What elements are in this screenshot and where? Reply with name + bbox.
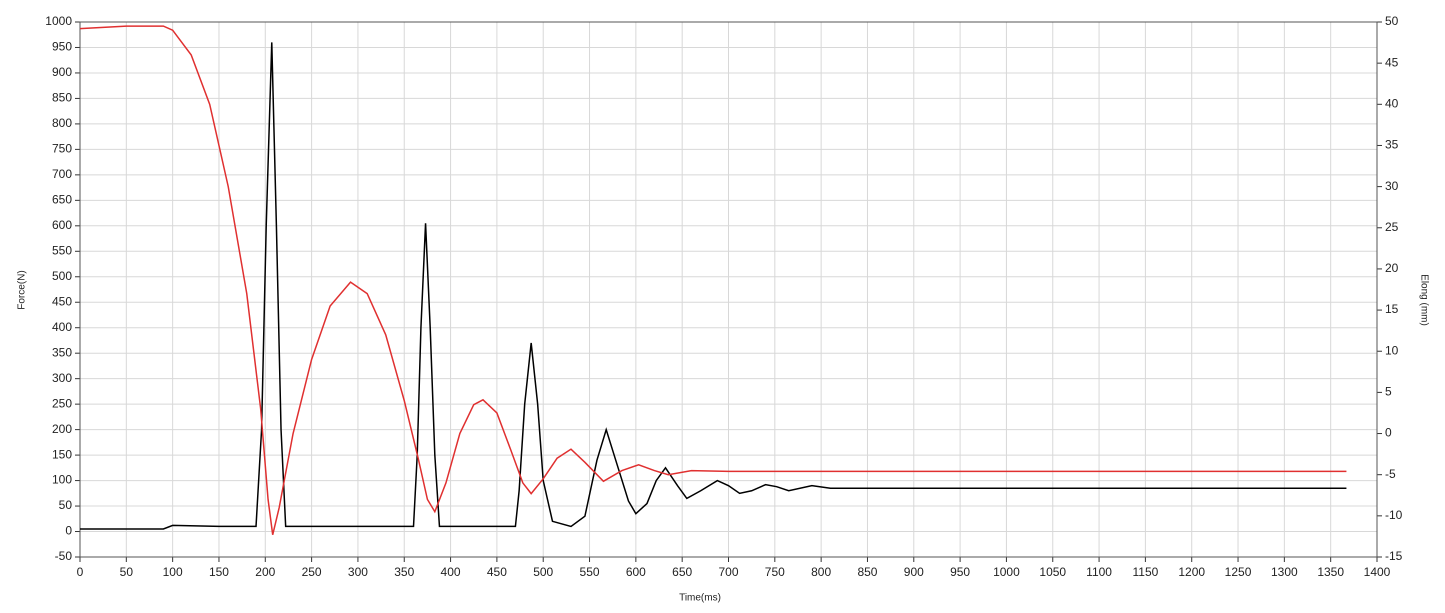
x-tick-label: 250	[302, 565, 322, 579]
x-tick-label: 750	[765, 565, 785, 579]
x-tick-label: 800	[811, 565, 831, 579]
x-tick-label: 1050	[1039, 565, 1066, 579]
y2-axis-label: Elong (mm)	[1418, 274, 1429, 326]
y-tick-label: 700	[52, 167, 72, 181]
y-axis-label: Force(N)	[17, 270, 28, 309]
data-line	[79, 25, 1347, 535]
y-tick-label: 200	[52, 422, 72, 436]
y-tick-label: 450	[52, 294, 72, 308]
y2-tick-label: 5	[1385, 385, 1392, 399]
x-tick-label: 650	[672, 565, 692, 579]
y-tick-label: 150	[52, 447, 72, 461]
y-tick-label: 250	[52, 396, 72, 410]
y2-tick-label: 40	[1385, 96, 1399, 110]
x-tick-label: 500	[533, 565, 553, 579]
y2-tick-label: 25	[1385, 220, 1399, 234]
y-tick-label: 500	[52, 269, 72, 283]
x-tick-label: 600	[626, 565, 646, 579]
y-tick-label: 1000	[45, 14, 72, 28]
data-line	[80, 42, 1347, 530]
x-tick-label: 550	[580, 565, 600, 579]
y2-tick-label: 10	[1385, 343, 1399, 357]
y2-tick-label: -5	[1385, 467, 1396, 481]
y2-tick-label: 20	[1385, 261, 1399, 275]
y2-tick-label: 15	[1385, 302, 1399, 316]
x-tick-label: 950	[950, 565, 970, 579]
x-tick-label: 1350	[1317, 565, 1344, 579]
y-tick-label: 750	[52, 142, 72, 156]
y-tick-label: 350	[52, 345, 72, 359]
y2-tick-label: -10	[1385, 508, 1403, 522]
x-tick-label: 0	[77, 565, 84, 579]
x-tick-label: 1300	[1271, 565, 1298, 579]
x-tick-label: 850	[857, 565, 877, 579]
y-tick-label: 650	[52, 193, 72, 207]
y2-tick-label: 50	[1385, 14, 1399, 28]
x-tick-label: 1100	[1086, 565, 1112, 579]
y-tick-label: 300	[52, 371, 72, 385]
plot-frame	[79, 21, 1378, 558]
x-tick-label: 700	[718, 565, 738, 579]
y-tick-label: 850	[52, 91, 72, 105]
x-tick-label: 1250	[1225, 565, 1252, 579]
x-tick-label: 1400	[1364, 565, 1391, 579]
x-tick-label: 450	[487, 565, 507, 579]
y-tick-label: 950	[52, 40, 72, 54]
y-tick-label: 600	[52, 218, 72, 232]
y2-tick-label: 30	[1385, 179, 1399, 193]
x-tick-label: 400	[441, 565, 461, 579]
x-tick-label: 300	[348, 565, 368, 579]
x-tick-label: 1000	[993, 565, 1020, 579]
y-tick-label: 900	[52, 65, 72, 79]
y-tick-label: 100	[52, 473, 72, 487]
y-tick-label: -50	[55, 549, 73, 563]
x-tick-label: 150	[209, 565, 229, 579]
y2-tick-label: 45	[1385, 55, 1399, 69]
x-tick-label: 50	[120, 565, 134, 579]
y-tick-label: 800	[52, 116, 72, 130]
y2-tick-label: -15	[1385, 549, 1403, 563]
x-tick-label: 1200	[1178, 565, 1205, 579]
x-tick-label: 1150	[1132, 565, 1158, 579]
x-tick-label: 900	[904, 565, 924, 579]
y-tick-label: 50	[59, 498, 73, 512]
x-axis-label: Time(ms)	[679, 593, 721, 604]
y-tick-label: 550	[52, 243, 72, 257]
x-tick-label: 100	[163, 565, 183, 579]
y-tick-label: 0	[65, 524, 72, 538]
y2-tick-label: 35	[1385, 138, 1399, 152]
x-tick-label: 350	[394, 565, 414, 579]
y-tick-label: 400	[52, 320, 72, 334]
y2-tick-label: 0	[1385, 426, 1392, 440]
x-tick-label: 200	[255, 565, 275, 579]
